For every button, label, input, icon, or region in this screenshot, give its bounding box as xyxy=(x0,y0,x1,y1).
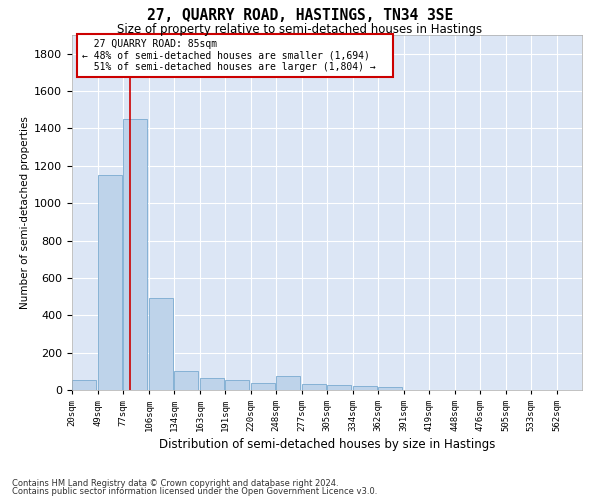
Text: Contains public sector information licensed under the Open Government Licence v3: Contains public sector information licen… xyxy=(12,487,377,496)
Bar xyxy=(251,382,275,390)
Text: Contains HM Land Registry data © Crown copyright and database right 2024.: Contains HM Land Registry data © Crown c… xyxy=(12,478,338,488)
Bar xyxy=(72,380,96,390)
Bar xyxy=(276,376,300,390)
Bar xyxy=(353,386,377,390)
Bar xyxy=(149,298,173,390)
Bar xyxy=(302,384,326,390)
Text: Size of property relative to semi-detached houses in Hastings: Size of property relative to semi-detach… xyxy=(118,22,482,36)
Bar xyxy=(327,386,351,390)
Bar xyxy=(123,119,147,390)
Bar xyxy=(200,378,224,390)
Bar xyxy=(98,175,122,390)
Bar xyxy=(378,387,402,390)
Text: 27, QUARRY ROAD, HASTINGS, TN34 3SE: 27, QUARRY ROAD, HASTINGS, TN34 3SE xyxy=(147,8,453,22)
Y-axis label: Number of semi-detached properties: Number of semi-detached properties xyxy=(20,116,30,309)
Text: 27 QUARRY ROAD: 85sqm  
← 48% of semi-detached houses are smaller (1,694)
  51% : 27 QUARRY ROAD: 85sqm ← 48% of semi-deta… xyxy=(82,38,388,72)
Bar xyxy=(225,380,249,390)
X-axis label: Distribution of semi-detached houses by size in Hastings: Distribution of semi-detached houses by … xyxy=(159,438,495,451)
Bar xyxy=(174,372,198,390)
